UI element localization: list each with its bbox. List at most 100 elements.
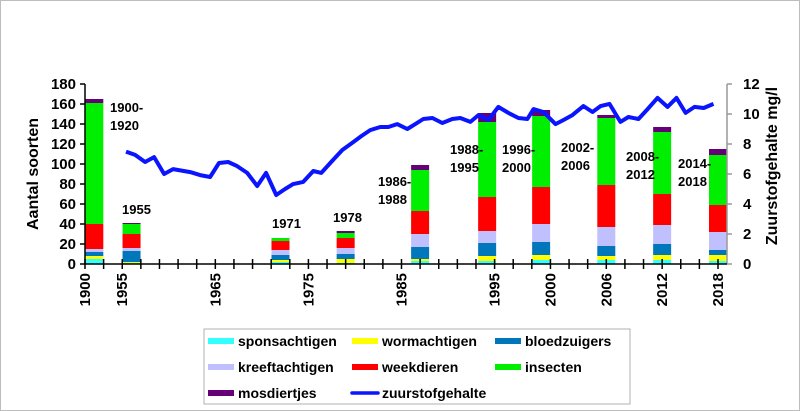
y2-tick-label: 0	[743, 256, 751, 273]
legend-label: bloedzuigers	[525, 333, 612, 349]
bar-segment-kreeftachtigen	[532, 224, 551, 242]
legend-swatch-kreeftachtigen	[208, 364, 234, 370]
bar-segment-kreeftachtigen	[122, 248, 141, 251]
bar-annotation: 2000	[502, 160, 531, 175]
bar-segment-insecten	[532, 116, 551, 187]
legend-swatch-wormachtigen	[352, 338, 378, 344]
legend-swatch-sponsachtigen	[208, 338, 234, 344]
x-tick-label: 1955	[114, 273, 131, 306]
bar-annotation: 1920	[110, 118, 139, 133]
legend-swatch-insecten	[495, 364, 521, 370]
legend-label: wormachtigen	[381, 333, 477, 349]
legend-swatch-bloedzuigers	[495, 338, 521, 344]
y2-tick-label: 8	[743, 136, 751, 153]
bar-annotation: 2006	[561, 158, 590, 173]
bar-segment-bloedzuigers	[478, 243, 497, 256]
y-tick-label: 0	[68, 256, 76, 273]
x-tick-label: 2000	[542, 273, 559, 306]
bar-segment-weekdieren	[597, 185, 616, 227]
y-tick-label: 100	[51, 156, 76, 173]
bar-segment-kreeftachtigen	[271, 250, 290, 255]
bar-segment-kreeftachtigen	[653, 225, 672, 244]
bar-segment-weekdieren	[478, 197, 497, 231]
bar-segment-bloedzuigers	[411, 247, 430, 259]
bar-segment-bloedzuigers	[653, 244, 672, 255]
bar-annotation: 1971	[272, 216, 301, 231]
bar-segment-insecten	[597, 118, 616, 185]
bar-segment-mosdiertjes	[709, 149, 727, 155]
y2-tick-label: 12	[743, 76, 760, 93]
bar-segment-sponsachtigen	[478, 261, 497, 264]
bar-segment-kreeftachtigen	[597, 227, 616, 246]
bar-annotation: 1995	[450, 160, 479, 175]
bar-segment-insecten	[85, 103, 104, 224]
bar-segment-sponsachtigen	[532, 260, 551, 264]
bar-segment-kreeftachtigen	[336, 248, 355, 254]
bar-segment-kreeftachtigen	[411, 234, 430, 247]
bar-annotation: 1955	[122, 202, 151, 217]
bar-annotation: 1988	[378, 192, 407, 207]
bar-segment-insecten	[336, 233, 355, 238]
bar-annotation: 2002-	[561, 140, 594, 155]
bar-segment-mosdiertjes	[336, 231, 355, 233]
bar-segment-weekdieren	[336, 238, 355, 248]
bar-segment-weekdieren	[532, 187, 551, 224]
bar-segment-weekdieren	[653, 194, 672, 225]
oxygen-line	[125, 95, 715, 197]
bar-segment-weekdieren	[85, 224, 104, 249]
bar-annotation: 1978	[333, 210, 362, 225]
bar-annotation: 2012	[626, 167, 655, 182]
bar-segment-kreeftachtigen	[478, 231, 497, 243]
legend: sponsachtigen wormachtigen bloedzuigers kre…	[203, 328, 631, 405]
y2-axis-title: Zuurstofgehalte mg/l	[764, 87, 781, 245]
bar-segment-mosdiertjes	[653, 127, 672, 132]
bar-annotation: 1900-	[110, 100, 143, 115]
x-tick-label: 1995	[487, 273, 504, 306]
y2-tick-label: 2	[743, 226, 751, 243]
axes-layer: 0 20 40 60 80 100 120 140 160 180 0 2 4 6 8 10 12 1900 195…	[51, 76, 760, 306]
y-tick-label: 120	[51, 136, 76, 153]
bar-segment-weekdieren	[271, 241, 290, 250]
bar-segment-mosdiertjes	[122, 223, 141, 224]
bar-segment-insecten	[478, 122, 497, 197]
bar-segment-bloedzuigers	[85, 252, 104, 256]
bar-segment-wormachtigen	[271, 260, 290, 262]
bar-segment-mosdiertjes	[597, 115, 616, 118]
y-tick-label: 80	[59, 176, 76, 193]
legend-swatch-mosdiertjes	[208, 390, 234, 396]
y2-tick-label: 4	[743, 196, 752, 213]
bar-segment-insecten	[271, 238, 290, 241]
x-tick-label: 2012	[654, 273, 671, 306]
bar-segment-insecten	[122, 224, 141, 234]
bar-segment-bloedzuigers	[532, 242, 551, 255]
bar-annotation: 2008-	[626, 149, 659, 164]
legend-label: zuurstofgehalte	[382, 385, 486, 401]
bar-segment-wormachtigen	[478, 256, 497, 261]
bar-annotation: 1986-	[378, 174, 411, 189]
y-tick-label: 180	[51, 76, 76, 93]
x-tick-label: 1900	[77, 273, 94, 306]
bar-segment-kreeftachtigen	[709, 232, 727, 250]
bar-annotation: 1996-	[502, 142, 535, 157]
y-tick-label: 40	[59, 216, 76, 233]
bar-segment-wormachtigen	[597, 256, 616, 260]
bar-segment-insecten	[709, 155, 727, 205]
bar-annotations: 1900- 1920 1955 1971 1978 1986- 1988 1988- 1995 1…	[110, 100, 711, 231]
legend-swatch-weekdieren	[352, 364, 378, 370]
bar-segment-insecten	[653, 132, 672, 194]
bar-segment-insecten	[411, 170, 430, 211]
x-tick-label: 1985	[394, 273, 411, 306]
bar-segment-mosdiertjes	[411, 165, 430, 170]
bar-segment-sponsachtigen	[85, 259, 104, 264]
bar-segment-bloedzuigers	[709, 250, 727, 255]
bar-segment-bloedzuigers	[122, 251, 141, 262]
bar-segment-wormachtigen	[709, 255, 727, 261]
y-tick-label: 20	[59, 236, 76, 253]
y-tick-label: 60	[59, 196, 76, 213]
bar-segment-bloedzuigers	[271, 255, 290, 260]
bar-annotation: 1988-	[450, 142, 483, 157]
bar-annotation: 2018	[678, 174, 707, 189]
y-tick-label: 160	[51, 96, 76, 113]
y-tick-label: 140	[51, 116, 76, 133]
x-tick-label: 1965	[207, 273, 224, 306]
